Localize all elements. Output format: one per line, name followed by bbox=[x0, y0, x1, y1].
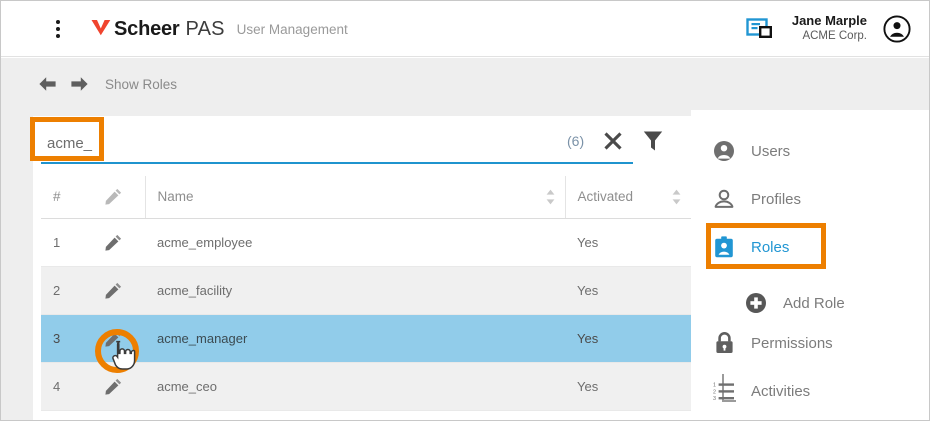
search-row: (6) bbox=[33, 116, 691, 170]
svg-text:2: 2 bbox=[713, 389, 716, 395]
arrow-left-icon[interactable] bbox=[37, 74, 57, 94]
sort-arrows-icon[interactable] bbox=[672, 189, 681, 205]
sidebar-item-label: Permissions bbox=[751, 334, 833, 352]
pencil-icon[interactable] bbox=[105, 378, 133, 395]
sort-arrows-icon[interactable] bbox=[546, 189, 555, 205]
row-index: 1 bbox=[41, 218, 93, 267]
column-header-index[interactable]: # bbox=[41, 176, 93, 219]
user-name: Jane Marple bbox=[791, 13, 867, 29]
pencil-icon bbox=[105, 188, 133, 205]
row-index: 2 bbox=[41, 266, 93, 315]
pencil-icon[interactable] bbox=[105, 234, 133, 251]
row-activated: Yes bbox=[565, 314, 691, 363]
search-input[interactable] bbox=[41, 124, 531, 162]
row-edit-cell[interactable] bbox=[93, 314, 145, 363]
brand-logo[interactable]: Scheer PAS User Management bbox=[91, 17, 348, 41]
user-info[interactable]: Jane Marple ACME Corp. bbox=[792, 13, 867, 44]
table-row[interactable]: 2 acme_facility Yes bbox=[41, 266, 691, 315]
svg-text:3: 3 bbox=[713, 396, 716, 401]
kebab-dot bbox=[56, 33, 60, 38]
row-name: acme_ceo bbox=[145, 362, 565, 411]
row-activated: Yes bbox=[565, 266, 691, 315]
row-activated: Yes bbox=[565, 218, 691, 267]
user-avatar-icon[interactable] bbox=[883, 14, 911, 43]
numbered-list-icon: 1 2 3 bbox=[711, 378, 737, 404]
header-right-group: Jane Marple ACME Corp. bbox=[746, 13, 911, 44]
app-header: Scheer PAS User Management Jane Marple A… bbox=[1, 1, 929, 57]
row-activated: Yes bbox=[565, 362, 691, 411]
pencil-icon[interactable] bbox=[105, 282, 133, 299]
sidebar-item-label: Profiles bbox=[751, 190, 802, 208]
arrow-right-icon[interactable] bbox=[69, 74, 89, 94]
roles-panel: (6) # bbox=[33, 116, 691, 420]
clear-x-icon[interactable] bbox=[603, 131, 623, 151]
right-navigation: Users Profiles Roles bbox=[691, 110, 929, 420]
documentation-icon[interactable] bbox=[746, 17, 776, 41]
roles-table-body: 1 acme_employee Yes bbox=[41, 218, 691, 411]
sidebar-item-roles[interactable]: Roles bbox=[711, 230, 789, 264]
filter-funnel-icon[interactable] bbox=[643, 130, 663, 152]
kebab-dot bbox=[56, 26, 60, 31]
breadcrumb[interactable]: Show Roles bbox=[105, 76, 178, 92]
svg-text:1: 1 bbox=[713, 383, 716, 389]
roles-table: # Name bbox=[41, 176, 691, 411]
column-header-activated[interactable]: Activated bbox=[564, 176, 691, 219]
tree-elbow-connector bbox=[722, 374, 736, 402]
scheer-logo-icon bbox=[91, 18, 111, 42]
plus-circle-icon bbox=[743, 290, 769, 316]
user-circle-icon bbox=[711, 138, 737, 164]
left-gutter bbox=[1, 219, 33, 420]
sidebar-item-activities[interactable]: 1 2 3 Activities bbox=[711, 374, 810, 408]
row-index: 3 bbox=[41, 314, 93, 363]
sidebar-item-add-role[interactable]: Add Role bbox=[743, 288, 845, 318]
table-row[interactable]: 1 acme_employee Yes bbox=[41, 218, 691, 267]
lock-icon bbox=[711, 330, 737, 356]
column-header-edit bbox=[93, 176, 145, 219]
kebab-menu-icon[interactable] bbox=[41, 12, 75, 46]
row-edit-cell[interactable] bbox=[93, 218, 145, 267]
sidebar-item-label: Activities bbox=[751, 382, 811, 400]
row-name: acme_manager bbox=[145, 314, 565, 363]
sidebar-item-profiles[interactable]: Profiles bbox=[711, 182, 801, 216]
content-area: (6) # bbox=[1, 110, 929, 420]
row-edit-cell[interactable] bbox=[93, 362, 145, 411]
id-badge-icon bbox=[711, 234, 737, 260]
sidebar-item-label: Roles bbox=[751, 238, 790, 256]
breadcrumb-bar: Show Roles bbox=[1, 58, 929, 110]
user-organization: ACME Corp. bbox=[802, 30, 867, 43]
column-header-activated-label: Activated bbox=[577, 189, 634, 205]
brand-name: Scheer bbox=[114, 17, 180, 40]
result-count: (6) bbox=[567, 133, 585, 149]
row-edit-cell[interactable] bbox=[93, 266, 145, 315]
person-icon bbox=[711, 186, 737, 212]
pencil-icon[interactable] bbox=[105, 330, 133, 347]
table-header-row: # Name bbox=[41, 176, 691, 219]
sidebar-item-label: Users bbox=[751, 142, 791, 160]
column-header-name[interactable]: Name bbox=[144, 176, 565, 219]
sidebar-item-permissions[interactable]: Permissions bbox=[711, 326, 833, 360]
sidebar-item-users[interactable]: Users bbox=[711, 134, 790, 168]
search-underline bbox=[41, 162, 633, 164]
table-row[interactable]: 3 acme_manager Yes bbox=[41, 314, 691, 363]
kebab-dot bbox=[56, 19, 60, 24]
brand-product: PAS bbox=[185, 17, 225, 40]
row-index: 4 bbox=[41, 362, 93, 411]
table-row[interactable]: 4 acme_ceo Yes bbox=[41, 362, 691, 411]
row-name: acme_facility bbox=[145, 266, 565, 315]
row-name: acme_employee bbox=[145, 218, 565, 267]
sidebar-subitem-label: Add Role bbox=[783, 294, 845, 312]
column-header-name-label: Name bbox=[157, 189, 194, 205]
module-title: User Management bbox=[236, 21, 348, 37]
